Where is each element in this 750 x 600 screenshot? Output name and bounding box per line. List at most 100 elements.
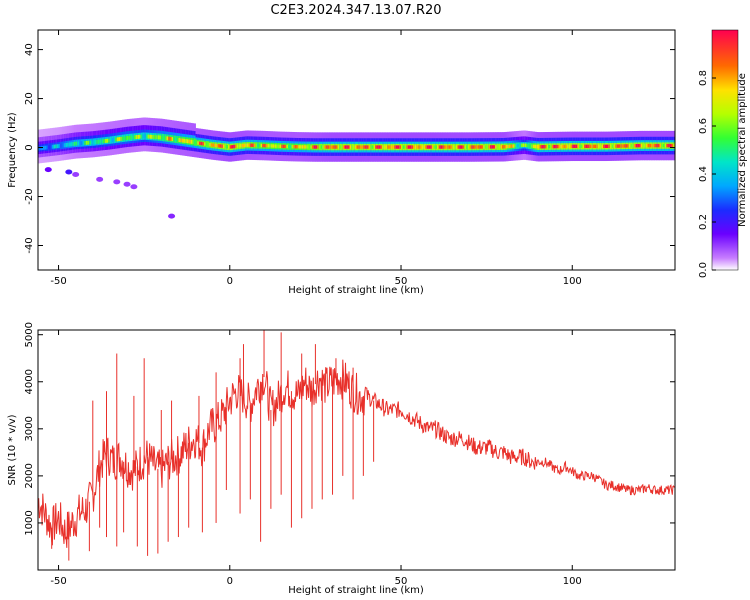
heatmap-cell (163, 135, 166, 140)
x-tick-label: -50 (50, 576, 66, 587)
heatmap-cell (120, 136, 123, 141)
heatmap-cell (245, 143, 248, 147)
heatmap-cell (258, 143, 262, 148)
heatmap-cell (262, 143, 265, 148)
heatmap-cell (164, 136, 167, 141)
heatmap-cell (342, 145, 345, 149)
heatmap-cell (621, 144, 625, 148)
heatmap-cell (541, 145, 544, 149)
heatmap-cell (174, 137, 178, 142)
heatmap-cell (515, 144, 518, 148)
heatmap-cell (668, 143, 671, 148)
heatmap-cell (217, 144, 220, 148)
heatmap-cell (96, 139, 99, 144)
heatmap-cell (413, 145, 416, 149)
colorbar-ticks: 0.0 0.2 0.4 0.6 0.8 (698, 70, 716, 278)
heatmap-cell (508, 144, 512, 149)
heatmap-cell (313, 145, 316, 149)
heatmap-cell (387, 145, 390, 149)
heatmap-cell (580, 144, 583, 149)
heatmap-cell (361, 145, 364, 149)
heatmap-cell (178, 138, 181, 143)
heatmap-cell (392, 145, 395, 149)
heatmap-cell (55, 144, 58, 149)
heatmap-cell (339, 145, 342, 149)
heatmap-cell (210, 143, 214, 147)
heatmap-cell (75, 141, 78, 146)
heatmap-cell (399, 145, 402, 149)
heatmap-cell (277, 144, 280, 148)
heatmap-cell (279, 144, 282, 149)
heatmap-cell (195, 141, 198, 145)
heatmap-cell (556, 144, 559, 149)
heatmap-cell (452, 145, 455, 149)
heatmap-cell (103, 139, 106, 144)
heatmap-cell (464, 145, 467, 149)
heatmap-cell (411, 145, 414, 149)
heatmap-cell (125, 136, 128, 141)
heatmap-cell (116, 137, 119, 142)
heatmap-cell (430, 145, 433, 149)
colorbar: 0.0 0.2 0.4 0.6 0.8 Normalized spectral ampl… (698, 29, 748, 278)
heatmap-cell (503, 145, 506, 149)
heatmap-cell (270, 144, 273, 148)
heatmap-cell (229, 145, 232, 149)
heatmap-cell (298, 145, 301, 149)
colorbar-tick-label: 0.0 (698, 262, 709, 278)
heatmap-cell (389, 145, 392, 149)
heatmap-cell (476, 145, 479, 149)
heatmap-cell (133, 135, 137, 140)
heatmap-cell (649, 143, 652, 148)
heatmap-cell (401, 145, 404, 149)
x-tick-label: 0 (227, 576, 233, 587)
heatmap-cell (282, 144, 285, 149)
heatmap-cell (80, 141, 83, 146)
heatmap-cell (73, 141, 77, 146)
heatmap-cell (204, 142, 207, 146)
heatmap-cell (115, 137, 118, 142)
heatmap-cell (260, 143, 263, 148)
heatmap-cell (65, 142, 68, 147)
heatmap-cell (186, 139, 190, 144)
heatmap-cell (618, 144, 621, 148)
heatmap-cell (181, 138, 184, 143)
heatmap-cell (166, 136, 169, 141)
heatmap-blob (65, 169, 73, 175)
heatmap-cell (471, 145, 474, 149)
heatmap-cell (269, 144, 272, 148)
heatmap-cell (219, 144, 222, 148)
snr-frame (37, 329, 676, 571)
heatmap-cell (39, 146, 42, 151)
heatmap-cell (48, 145, 51, 150)
heatmap-cell (460, 145, 464, 149)
heatmap-cell (469, 145, 472, 149)
heatmap-cell (231, 145, 234, 149)
x-tick-label: 100 (563, 276, 582, 287)
heatmap-cell (49, 145, 53, 149)
snr-line-layer (38, 330, 675, 561)
heatmap-blob (44, 167, 52, 173)
heatmap-cell (142, 134, 145, 139)
heatmap-cell (608, 144, 611, 148)
heatmap-cell (560, 144, 563, 149)
heatmap-cell (137, 134, 140, 139)
heatmap-cell (656, 143, 659, 148)
heatmap-cell (573, 144, 577, 149)
heatmap-cell (510, 144, 513, 148)
heatmap-cell (276, 144, 279, 148)
heatmap-cell (596, 144, 599, 149)
heatmap-cell (202, 142, 205, 146)
heatmap-cell (544, 144, 547, 149)
heatmap-blob (168, 213, 176, 219)
heatmap-cell (613, 144, 616, 148)
heatmap-cell (395, 145, 398, 149)
heatmap-cell (490, 145, 493, 149)
heatmap-cell (358, 145, 361, 149)
heatmap-cell (250, 143, 253, 147)
heatmap-blob (113, 179, 121, 185)
heatmap-cell (597, 144, 601, 149)
heatmap-cell (436, 145, 440, 149)
heatmap-cell (666, 143, 669, 148)
heatmap-cell (205, 142, 208, 146)
heatmap-cell (630, 144, 633, 148)
